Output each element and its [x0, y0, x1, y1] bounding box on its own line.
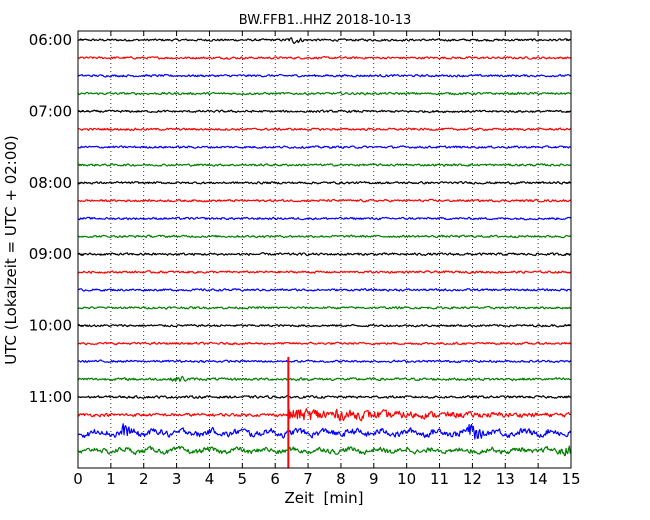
seismogram-traces	[78, 37, 571, 457]
trace-0845	[78, 234, 571, 239]
x-tick-label: 3	[172, 470, 182, 488]
trace-0715	[78, 127, 571, 132]
x-tick-label: 9	[369, 470, 379, 488]
x-tick-label: 14	[529, 470, 548, 488]
trace-0915	[78, 270, 571, 275]
trace-0815	[78, 198, 571, 203]
y-axis-label: UTC (Lokalzeit = UTC + 02:00)	[2, 135, 20, 365]
x-tick-label: 0	[73, 470, 83, 488]
x-tick-label: 4	[205, 470, 215, 488]
trace-0800	[78, 180, 571, 185]
vertical-gridlines	[110, 31, 539, 468]
x-axis-ticks: 0 1 2 3 4 5 6 7 8 9 10 11 12 13 14 15	[73, 31, 581, 488]
x-tick-label: 8	[336, 470, 346, 488]
y-tick-label: 10:00	[29, 317, 72, 335]
trace-0700	[78, 109, 571, 114]
y-tick-label: 06:00	[29, 31, 72, 49]
x-tick-label: 11	[430, 470, 449, 488]
x-tick-label: 6	[270, 470, 280, 488]
trace-0900	[78, 252, 571, 257]
trace-1045	[78, 375, 571, 382]
y-tick-label: 08:00	[29, 174, 72, 192]
y-tick-label: 09:00	[29, 245, 72, 263]
x-tick-label: 10	[397, 470, 416, 488]
trace-0830	[78, 216, 571, 221]
x-tick-label: 5	[238, 470, 248, 488]
trace-1130	[78, 423, 571, 440]
trace-1145	[78, 445, 571, 457]
trace-0745	[78, 163, 571, 167]
trace-1100	[78, 395, 571, 399]
x-tick-label: 2	[139, 470, 149, 488]
x-tick-label: 15	[561, 470, 580, 488]
trace-1000	[78, 323, 571, 328]
x-tick-label: 12	[463, 470, 482, 488]
plot-frame	[77, 30, 572, 469]
trace-0930	[78, 288, 571, 292]
y-axis-ticks: 06:00 07:00 08:00 09:00 10:00 11:00	[29, 31, 571, 406]
x-tick-label: 7	[303, 470, 313, 488]
trace-1015	[78, 341, 571, 346]
trace-0645	[78, 91, 571, 96]
x-tick-label: 13	[496, 470, 515, 488]
trace-0730	[78, 145, 571, 149]
trace-0630	[78, 73, 571, 78]
trace-1030	[78, 359, 571, 364]
x-tick-label: 1	[106, 470, 116, 488]
y-tick-label: 11:00	[29, 388, 72, 406]
trace-0945	[78, 305, 571, 310]
x-axis-label: Zeit [min]	[284, 489, 363, 507]
trace-0615	[78, 55, 571, 60]
trace-1115	[78, 408, 571, 422]
y-tick-label: 07:00	[29, 102, 72, 120]
chart-title: BW.FFB1..HHZ 2018-10-13	[239, 13, 412, 28]
trace-0600	[78, 37, 571, 45]
